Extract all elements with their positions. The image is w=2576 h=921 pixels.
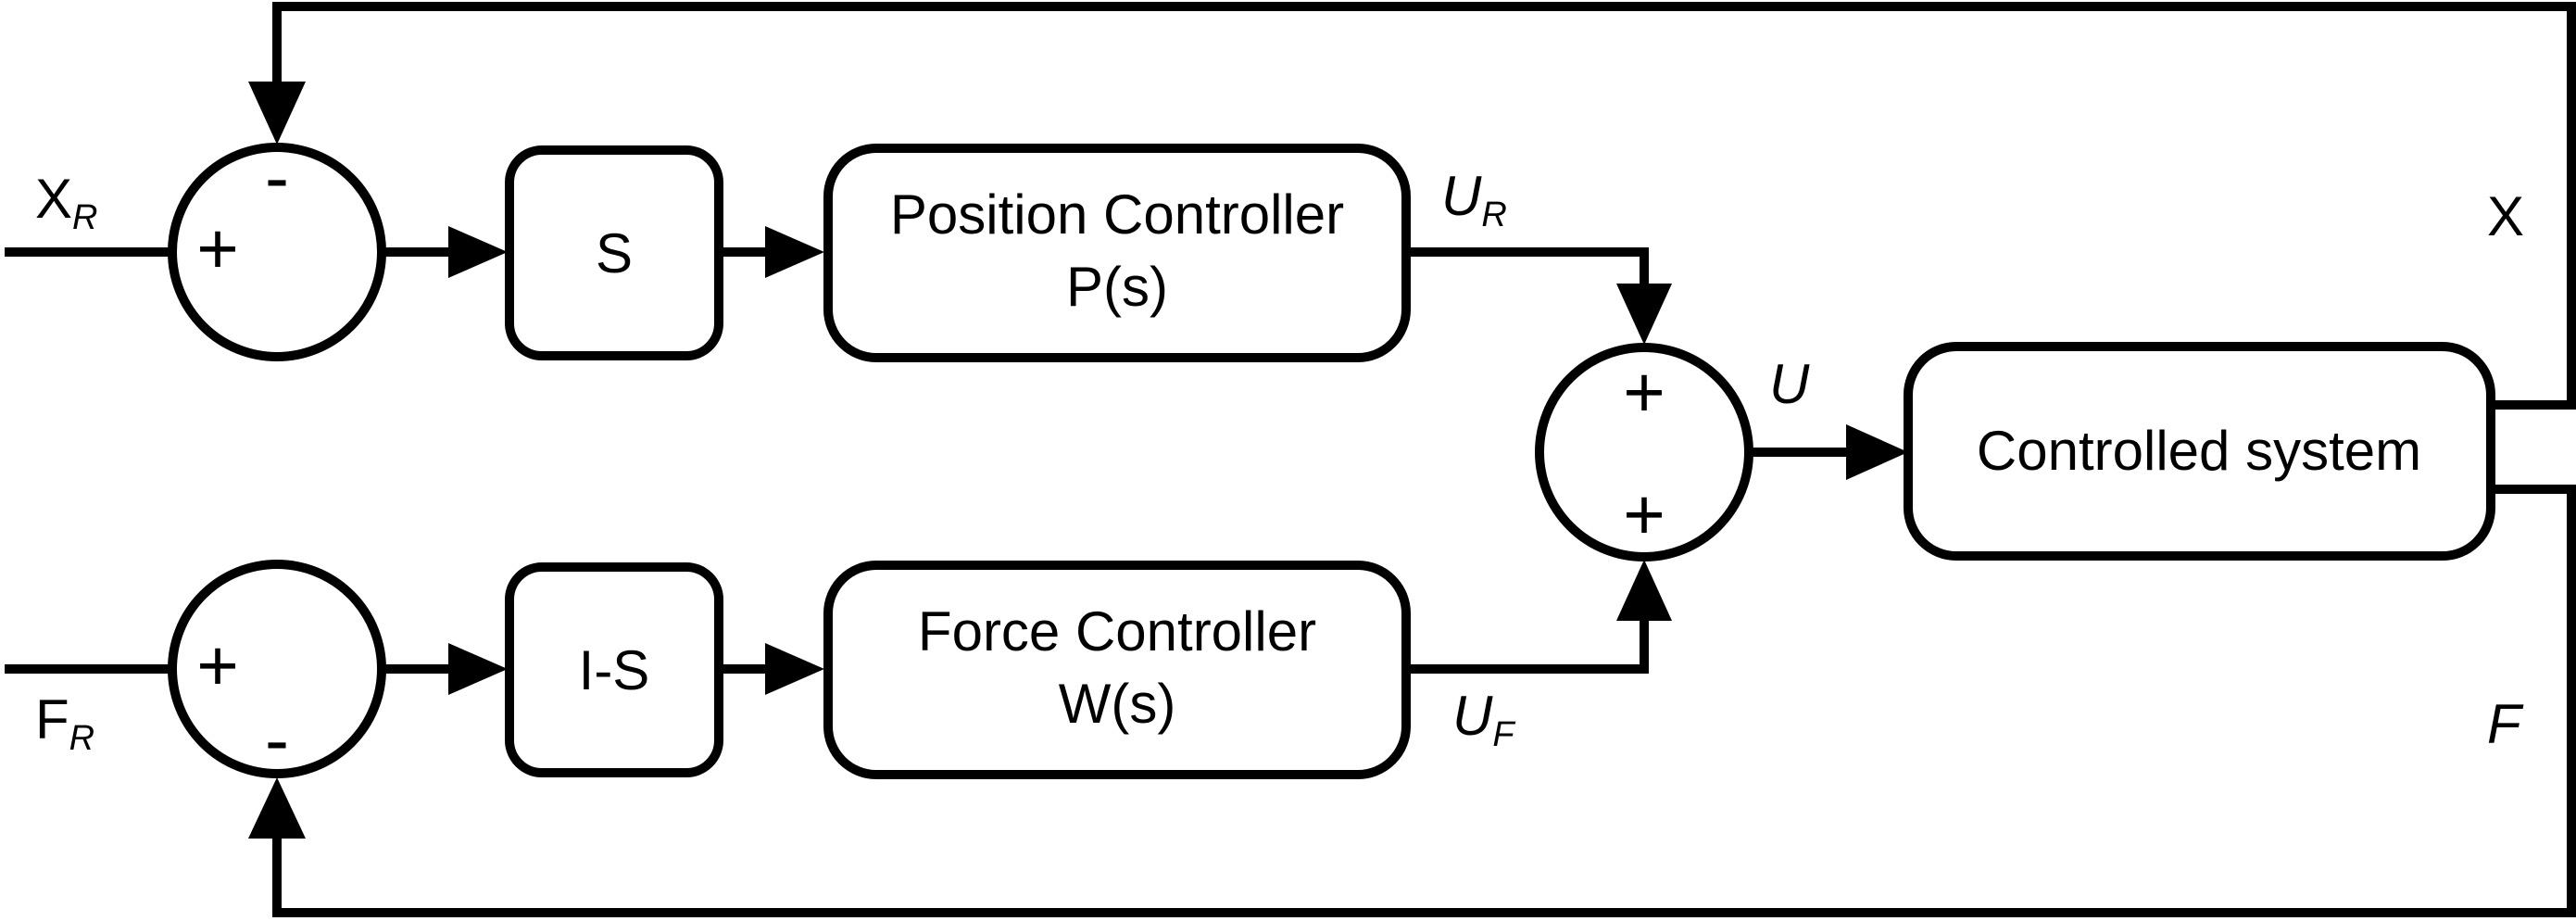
x-feedback-line	[272, 2, 2576, 410]
position-controller-block	[823, 144, 1411, 362]
force-sum-plus-sign: +	[196, 625, 239, 706]
force-summing-junction	[168, 560, 386, 778]
f-output-label: F	[2487, 693, 2524, 755]
arrowhead-into-is	[448, 643, 508, 695]
position-summing-junction	[168, 143, 386, 361]
arrowhead-into-system	[1846, 424, 1908, 480]
controlled-system-block	[1904, 342, 2495, 561]
x-output-label: X	[2487, 185, 2524, 247]
position-sum-minus-sign: -	[265, 136, 289, 218]
force-controller-function: W(s)	[1059, 673, 1176, 735]
position-controller-title: Position Controller	[890, 183, 1344, 246]
output-sum-bottom-plus-sign: +	[1623, 473, 1665, 555]
controlled-system-label: Controlled system	[1977, 420, 2421, 482]
s-block-label: S	[596, 222, 633, 284]
f-ref-label: FR	[35, 688, 94, 758]
force-sum-minus-sign: -	[265, 699, 289, 780]
arrowhead-into-s	[448, 226, 508, 278]
arrowhead-u-r-into-sum	[1616, 284, 1672, 345]
u-label: U	[1769, 353, 1810, 415]
arrowhead-into-force	[765, 643, 824, 695]
s-block	[505, 145, 723, 360]
arrowhead-into-position	[765, 226, 824, 278]
force-controller-block	[823, 561, 1411, 779]
output-summing-junction	[1535, 343, 1753, 561]
is-block-label: I-S	[579, 639, 650, 701]
position-controller-function: P(s)	[1066, 256, 1168, 318]
u-f-signal-line	[1406, 619, 1649, 674]
is-block	[505, 562, 723, 777]
force-controller-title: Force Controller	[918, 600, 1316, 662]
output-sum-top-plus-sign: +	[1623, 351, 1665, 433]
x-ref-label: XR	[35, 168, 97, 237]
arrowhead-f-feedback	[248, 777, 306, 839]
u-r-signal-line	[1406, 247, 1649, 289]
u-f-label: UF	[1452, 685, 1515, 754]
f-feedback-line	[272, 485, 2576, 917]
arrowhead-u-f-into-sum	[1616, 560, 1672, 621]
position-sum-plus-sign: +	[196, 208, 239, 289]
u-r-label: UR	[1441, 165, 1507, 234]
arrowhead-x-feedback	[248, 82, 306, 145]
